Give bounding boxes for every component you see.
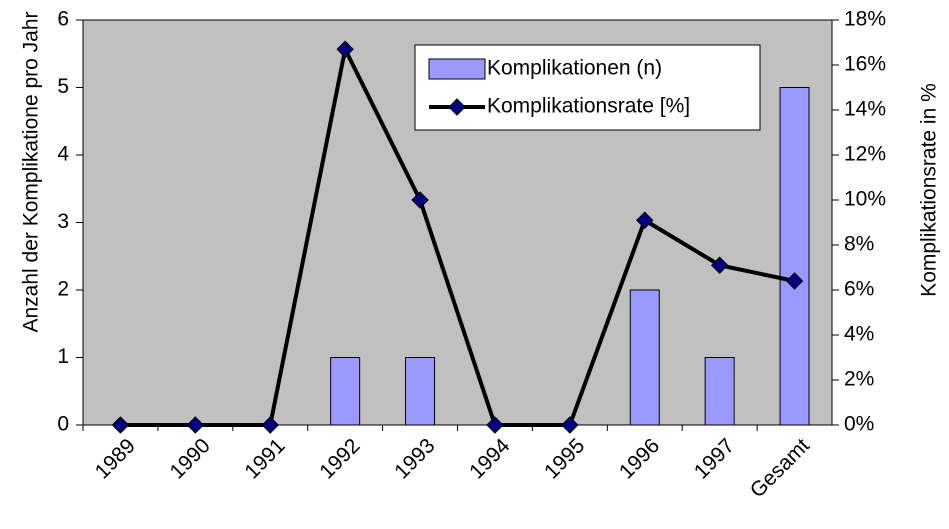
marker [710,256,729,274]
y2-tick-label: 14% [844,98,886,121]
marker [111,416,130,434]
y-tick-label: 4 [57,143,69,166]
legend-marker [448,98,466,116]
x-tick-label: 1993 [390,434,439,483]
y2-tick-label: 12% [844,143,886,166]
legend-label: Komplikationsrate [%] [487,95,690,118]
y2-tick-label: 4% [844,323,874,346]
y-axis-title: Anzahl der Komplikatione pro Jahr [20,11,43,332]
marker [261,416,279,434]
y2-tick-label: 6% [844,278,874,301]
y2-tick-label: 2% [844,368,874,391]
x-tick-label: 1997 [690,434,739,483]
y-tick-label: 1 [57,345,69,368]
y-tick-label: 6 [57,8,69,31]
line [120,47,795,427]
y2-tick-label: 16% [844,53,886,76]
x-tick-label: 1996 [615,434,664,483]
legend-label: Komplikationen (n) [487,57,662,80]
x-tick-label: 1995 [540,434,589,483]
x-tick-label: 1992 [315,434,364,483]
x-tick-label: 1991 [240,434,289,483]
y2-tick-label: 18% [844,8,886,31]
y-tick-label: 5 [57,75,69,98]
bar [704,357,735,426]
bar [779,87,810,426]
marker [486,416,504,434]
y-tick-label: 0 [57,413,69,436]
marker [636,211,654,229]
bar [405,357,436,426]
y-tick-label: 3 [57,210,69,233]
x-tick-label: 1994 [465,434,515,484]
y2-tick-label: 0% [844,413,874,436]
marker [186,416,205,434]
marker [411,191,429,209]
marker [561,416,579,434]
x-tick-label: 1990 [166,434,215,483]
y-tick-label: 2 [57,278,69,301]
marker [336,40,354,58]
y2-tick-label: 10% [844,188,886,211]
x-tick-label: Gesamt [746,434,814,502]
legend-swatch [428,58,486,80]
marker [785,272,804,290]
x-tick-label: 1989 [91,434,140,483]
bar [629,289,660,426]
y2-tick-label: 8% [844,233,874,256]
bar [330,357,361,426]
y2-axis-title: Komplikationsrate in % [918,83,941,297]
